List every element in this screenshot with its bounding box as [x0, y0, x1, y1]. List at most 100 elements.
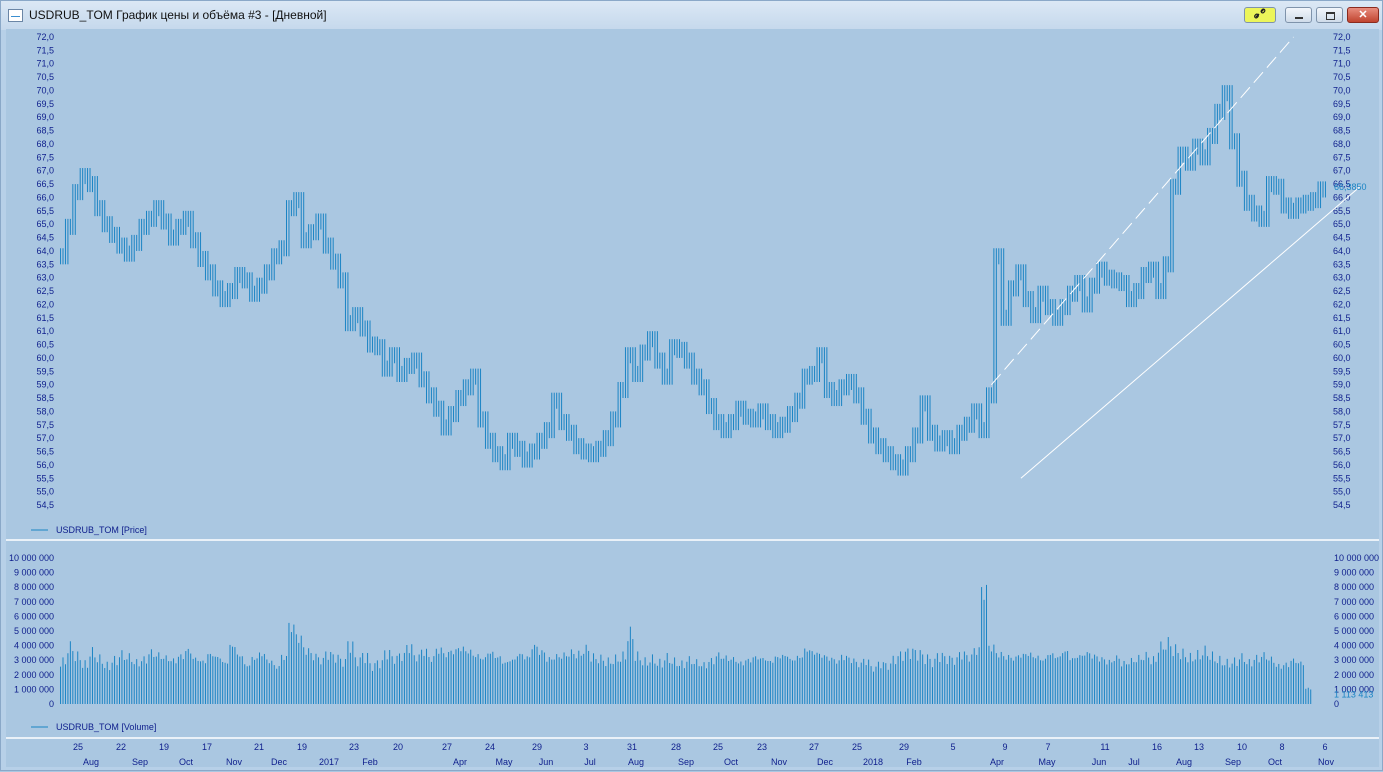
price-tick-right: 64,5	[1333, 233, 1351, 243]
price-last-value: 66,3850	[1334, 182, 1367, 192]
chart-svg: 72,0 72,0 71,5 71,5 71,0 71,0 70,5 70,5 70,0 70,0…	[6, 32, 1379, 767]
link-button[interactable]	[1244, 7, 1276, 23]
price-tick-left: 66,5	[36, 179, 54, 189]
volume-tick-left: 10 000 000	[9, 553, 54, 563]
x-tick-day: 13	[1194, 742, 1204, 752]
title-bar[interactable]: USDRUB_TOM График цены и объёма #3 - [Дн…	[1, 1, 1382, 30]
close-button[interactable]: ✕	[1347, 7, 1379, 23]
window-title: USDRUB_TOM График цены и объёма #3 - [Дн…	[29, 8, 327, 22]
price-tick-left: 54,5	[36, 500, 54, 510]
price-tick-left: 56,5	[36, 447, 54, 457]
price-tick-left: 66,0	[36, 192, 54, 202]
x-tick-day: 10	[1237, 742, 1247, 752]
x-tick-month: Nov	[771, 757, 788, 767]
price-tick-left: 62,0	[36, 299, 54, 309]
volume-tick-right: 9 000 000	[1334, 568, 1374, 578]
volume-legend: USDRUB_TOM [Volume]	[56, 722, 156, 732]
price-tick-right: 60,5	[1333, 340, 1351, 350]
x-tick-day: 7	[1045, 742, 1050, 752]
price-tick-left: 58,0	[36, 406, 54, 416]
x-tick-month: Jul	[584, 757, 596, 767]
price-tick-left: 62,5	[36, 286, 54, 296]
price-tick-right: 71,5	[1333, 45, 1351, 55]
x-tick-month: Dec	[817, 757, 834, 767]
volume-tick-left: 2 000 000	[14, 670, 54, 680]
price-tick-left: 71,5	[36, 45, 54, 55]
x-tick-month: Aug	[1176, 757, 1192, 767]
price-tick-right: 71,0	[1333, 59, 1351, 69]
x-tick-day: 21	[254, 742, 264, 752]
x-tick-month: Feb	[906, 757, 922, 767]
price-tick-right: 55,5	[1333, 473, 1351, 483]
volume-last-value: 1 113 413	[1334, 690, 1373, 700]
x-tick-day: 29	[532, 742, 542, 752]
x-tick-day: 28	[671, 742, 681, 752]
volume-tick-right: 7 000 000	[1334, 597, 1374, 607]
price-tick-left: 68,5	[36, 126, 54, 136]
x-tick-day: 5	[950, 742, 955, 752]
price-tick-right: 66,5	[1333, 179, 1351, 189]
x-tick-month: Oct	[1268, 757, 1283, 767]
price-tick-left: 61,0	[36, 326, 54, 336]
x-tick-month: Sep	[132, 757, 148, 767]
x-tick-month: May	[495, 757, 513, 767]
x-tick-day: 11	[1100, 742, 1109, 752]
price-tick-right: 68,5	[1333, 126, 1351, 136]
x-tick-month: Nov	[1318, 757, 1335, 767]
x-tick-day: 20	[393, 742, 403, 752]
minimize-button[interactable]	[1285, 7, 1312, 23]
volume-tick-right: 8 000 000	[1334, 582, 1374, 592]
price-tick-left: 69,5	[36, 99, 54, 109]
price-tick-left: 70,0	[36, 85, 54, 95]
price-tick-left: 67,0	[36, 166, 54, 176]
volume-tick-left: 7 000 000	[14, 597, 54, 607]
price-tick-right: 69,5	[1333, 99, 1351, 109]
x-tick-month: Jun	[1092, 757, 1107, 767]
price-tick-right: 62,5	[1333, 286, 1351, 296]
price-tick-right: 54,5	[1333, 500, 1351, 510]
x-tick-day: 24	[485, 742, 495, 752]
price-tick-right: 63,0	[1333, 273, 1351, 283]
price-tick-left: 60,5	[36, 340, 54, 350]
volume-tick-left: 1 000 000	[14, 684, 54, 694]
x-tick-month: May	[1038, 757, 1056, 767]
maximize-button[interactable]	[1316, 7, 1343, 23]
volume-tick-left: 3 000 000	[14, 655, 54, 665]
x-tick-day: 17	[202, 742, 212, 752]
volume-tick-left: 6 000 000	[14, 611, 54, 621]
volume-tick-right: 10 000 000	[1334, 553, 1379, 563]
x-tick-month: Apr	[990, 757, 1004, 767]
price-tick-left: 58,5	[36, 393, 54, 403]
price-tick-right: 58,5	[1333, 393, 1351, 403]
price-tick-left: 60,0	[36, 353, 54, 363]
x-tick-day: 29	[899, 742, 909, 752]
volume-tick-left: 4 000 000	[14, 641, 54, 651]
lower-trendline	[1020, 186, 1361, 479]
chart-area: 72,0 72,0 71,5 71,5 71,0 71,0 70,5 70,5 70,0 70,0…	[6, 29, 1379, 767]
x-tick-day: 25	[713, 742, 723, 752]
price-tick-right: 67,0	[1333, 166, 1351, 176]
price-tick-right: 56,0	[1333, 460, 1351, 470]
price-tick-left: 55,0	[36, 487, 54, 497]
price-tick-left: 59,5	[36, 366, 54, 376]
x-tick-day: 23	[349, 742, 359, 752]
price-tick-left: 71,0	[36, 59, 54, 69]
x-tick-day: 3	[583, 742, 588, 752]
x-tick-day: 19	[159, 742, 169, 752]
price-tick-left: 69,0	[36, 112, 54, 122]
x-tick-month: Aug	[83, 757, 99, 767]
price-legend: USDRUB_TOM [Price]	[56, 525, 147, 535]
x-tick-month: Sep	[678, 757, 694, 767]
x-tick-day: 8	[1279, 742, 1284, 752]
volume-tick-right: 2 000 000	[1334, 670, 1374, 680]
x-tick-month: 2018	[863, 757, 883, 767]
price-tick-right: 65,0	[1333, 219, 1351, 229]
price-tick-left: 59,0	[36, 380, 54, 390]
x-tick-month: Apr	[453, 757, 467, 767]
price-tick-right: 61,0	[1333, 326, 1351, 336]
price-tick-right: 59,5	[1333, 366, 1351, 376]
x-tick-month: Aug	[628, 757, 644, 767]
price-tick-right: 72,0	[1333, 32, 1351, 42]
price-tick-right: 67,5	[1333, 152, 1351, 162]
